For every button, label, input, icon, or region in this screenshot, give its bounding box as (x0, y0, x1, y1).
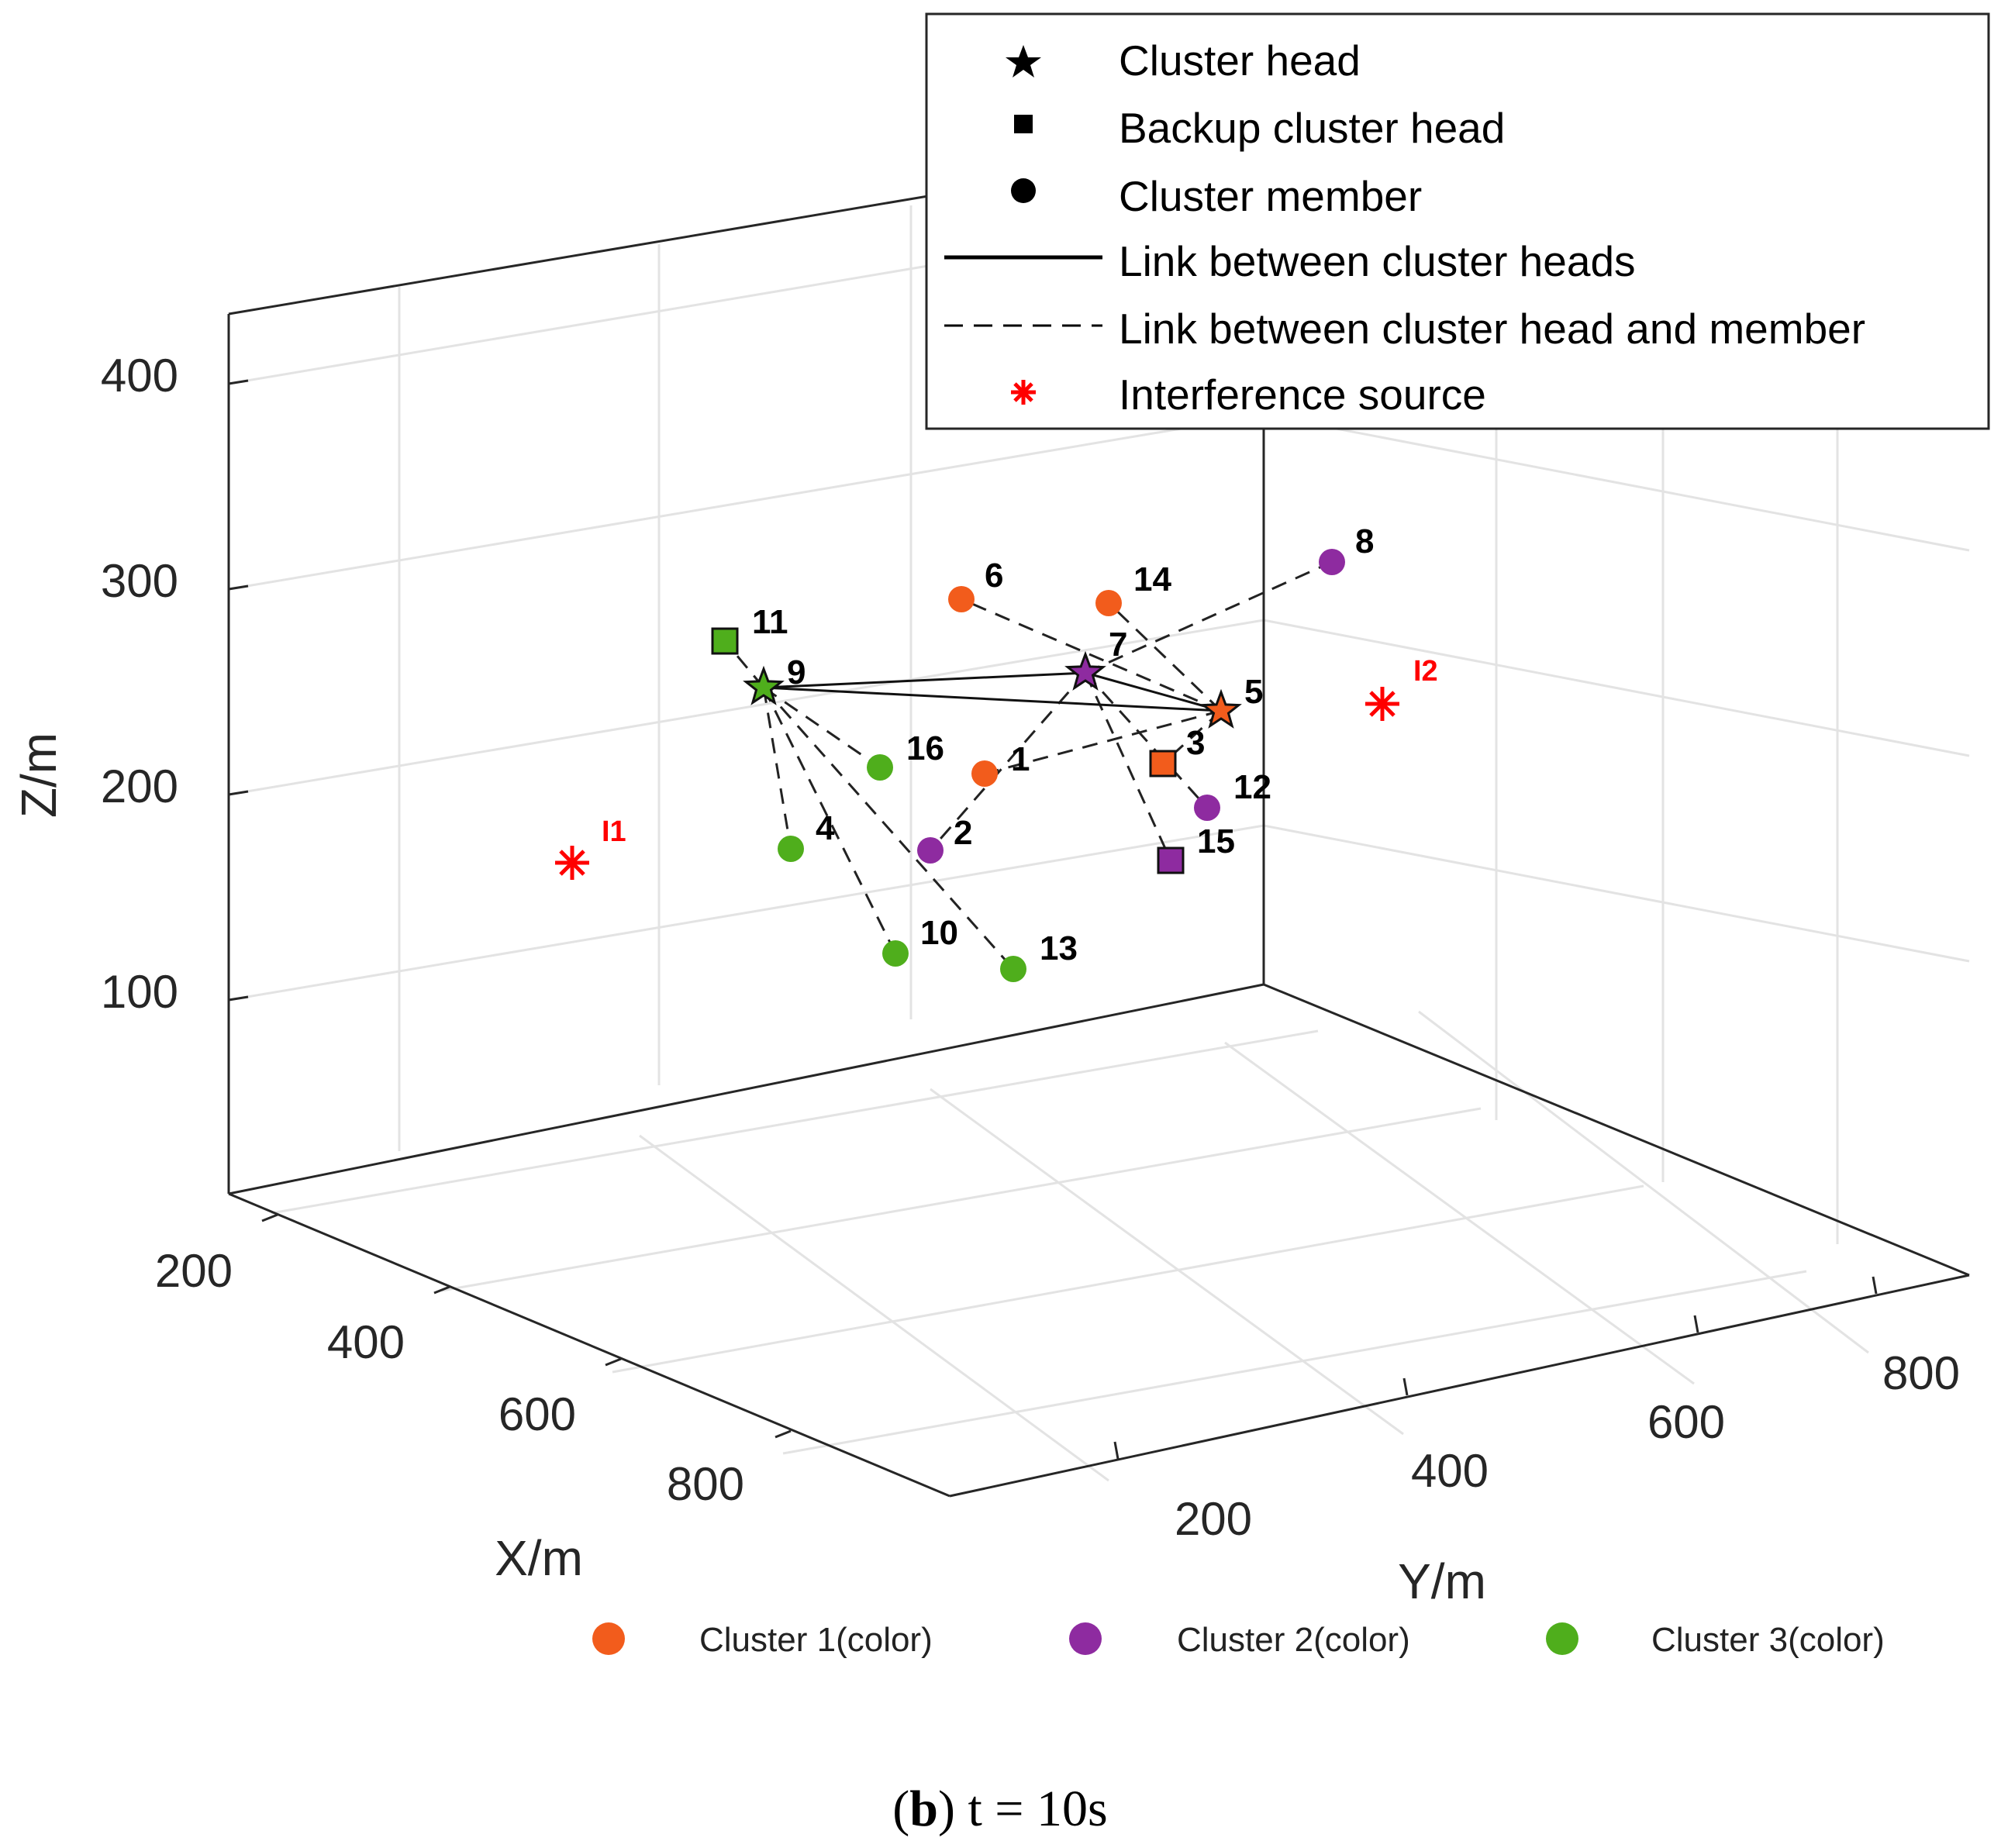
cluster2-swatch (1069, 1622, 1102, 1655)
node-label-8: 8 (1355, 522, 1374, 560)
head-link-9-5 (763, 686, 1222, 712)
legend-star-icon (1006, 45, 1041, 78)
node-11-square (711, 627, 739, 655)
node-9-star (743, 665, 785, 705)
y-tick-labels: 200 400 600 800 (1175, 1347, 1960, 1545)
node-3-square (1149, 750, 1177, 777)
y-tick-label: 600 (1647, 1396, 1725, 1448)
interference-I1-asterisk (555, 846, 589, 880)
links-layer (723, 560, 1333, 970)
node-13-circle (1000, 956, 1026, 982)
legend: Cluster head Backup cluster head Cluster… (925, 12, 1990, 430)
x-tick-label: 200 (155, 1245, 233, 1297)
node-16-circle (867, 754, 893, 781)
legend-label-cluster-member: Cluster member (1119, 172, 1422, 220)
member-link-5-6 (961, 598, 1222, 712)
node-14-circle (1095, 590, 1122, 616)
y-axis-label: Y/m (1398, 1553, 1486, 1609)
node-12-circle (1194, 795, 1220, 821)
node-label-12: 12 (1233, 768, 1271, 806)
node-label-7: 7 (1109, 626, 1127, 664)
node-15-square (1157, 846, 1185, 874)
caption-text: t = 10s (968, 1781, 1107, 1837)
node-label-14: 14 (1133, 560, 1171, 598)
node-6-circle (948, 586, 975, 612)
caption-letter: b (909, 1781, 938, 1837)
node-label-3: 3 (1186, 724, 1205, 762)
node-label-2: 2 (954, 814, 972, 852)
member-link-9-4 (762, 687, 792, 850)
member-link-9-13 (762, 687, 1015, 970)
node-label-11: 11 (752, 603, 788, 641)
head-link-7-5 (1085, 671, 1222, 712)
node-label-9: 9 (787, 653, 806, 691)
z-tick-label: 300 (101, 555, 178, 607)
node-1-circle (971, 760, 998, 787)
cluster1-swatch (592, 1622, 625, 1655)
legend-label-member-links: Link between cluster head and member (1119, 305, 1865, 353)
member-link-5-1 (984, 709, 1222, 775)
node-10-circle (882, 940, 909, 967)
head-link-9-7 (763, 671, 1086, 689)
figure-caption: (b) t = 10s (892, 1781, 1107, 1837)
marks-layer (555, 549, 1399, 982)
y-tick-label: 800 (1882, 1347, 1960, 1399)
node-2-circle (917, 837, 944, 864)
node-label-1: 1 (1011, 740, 1030, 778)
node-8-circle (1319, 549, 1345, 575)
legend-label-interference: Interference source (1119, 371, 1486, 419)
x-tick-label: 600 (499, 1388, 576, 1440)
node-label-4: 4 (816, 809, 835, 847)
x-axis-label: X/m (495, 1530, 583, 1586)
x-tick-labels: 200 400 600 800 (155, 1245, 744, 1510)
z-tick-label: 400 (101, 350, 178, 402)
cluster1-label: Cluster 1(color) (699, 1621, 933, 1659)
x-tick-label: 400 (327, 1316, 405, 1368)
cluster3-label: Cluster 3(color) (1651, 1621, 1885, 1659)
member-link-5-14 (1107, 602, 1223, 712)
legend-asterisk-icon (1011, 380, 1036, 405)
node-label-13: 13 (1040, 929, 1078, 967)
z-tick-label: 200 (101, 760, 178, 812)
legend-box (925, 12, 1990, 430)
cluster-color-legend: Cluster 1(color) Cluster 2(color) Cluste… (592, 1621, 1885, 1659)
legend-square-icon (1014, 115, 1033, 133)
node-4-circle (778, 836, 804, 862)
tick-marks (228, 379, 1878, 1460)
interference-I2-asterisk (1365, 687, 1399, 721)
legend-label-backup-cluster-head: Backup cluster head (1119, 104, 1505, 152)
interference-label-I2: I2 (1413, 655, 1438, 688)
z-tick-label: 100 (101, 966, 178, 1018)
z-axis-label: Z/m (11, 733, 67, 818)
node-label-10: 10 (920, 914, 958, 952)
member-link-7-8 (1085, 560, 1333, 674)
member-link-9-16 (763, 686, 881, 769)
cluster3-swatch (1546, 1622, 1578, 1655)
node-5-star (1200, 688, 1242, 729)
member-link-7-12 (1084, 671, 1209, 809)
node-label-6: 6 (985, 557, 1003, 595)
y-tick-label: 200 (1175, 1493, 1252, 1545)
z-tick-labels: 400 300 200 100 (101, 350, 178, 1018)
member-link-9-11 (723, 640, 765, 688)
legend-label-cluster-head: Cluster head (1119, 36, 1361, 84)
interference-label-I1: I1 (602, 815, 626, 848)
cluster2-label: Cluster 2(color) (1177, 1621, 1410, 1659)
node-label-5: 5 (1244, 673, 1263, 711)
legend-label-head-links: Link between cluster heads (1119, 237, 1636, 285)
node-label-16: 16 (906, 729, 944, 767)
legend-circle-icon (1011, 178, 1036, 203)
x-tick-label: 800 (667, 1458, 744, 1510)
y-tick-label: 400 (1411, 1445, 1489, 1497)
node-7-star (1064, 650, 1106, 691)
node-label-15: 15 (1197, 822, 1235, 860)
